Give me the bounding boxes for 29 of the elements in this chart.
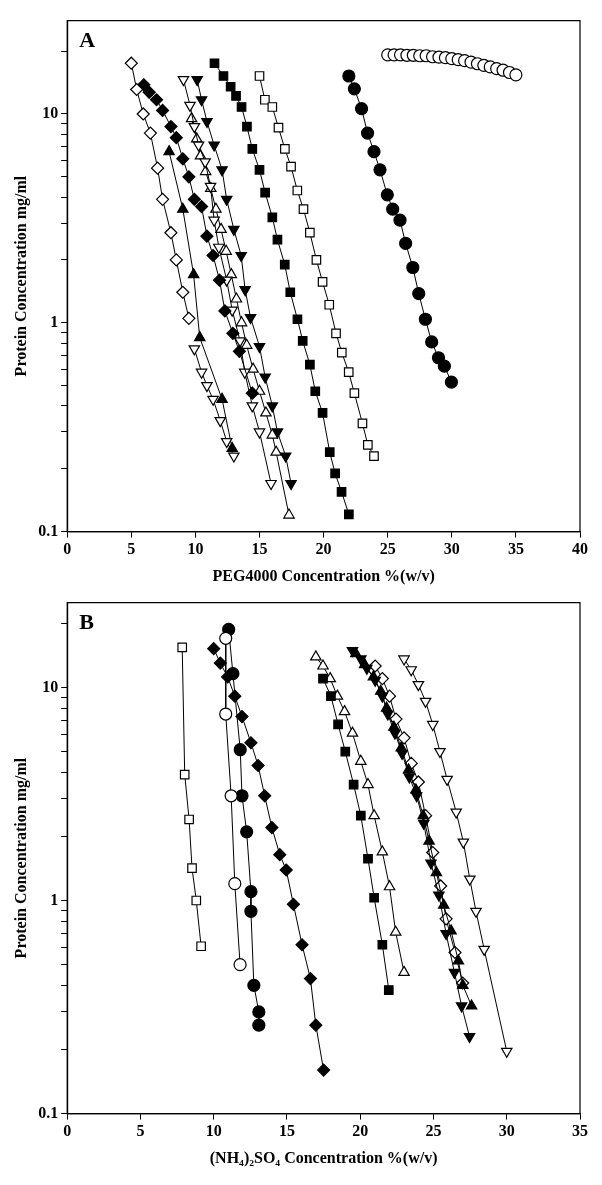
x-tick-label: 5 <box>136 1122 145 1140</box>
x-tick-label: 25 <box>379 540 396 558</box>
x-tick-label: 15 <box>251 540 268 558</box>
y-tick-label: 10 <box>42 677 59 695</box>
x-tick-label: 0 <box>63 540 72 558</box>
y-axis-title: Protein Concentration mg/ml <box>11 175 30 377</box>
y-tick-label: 10 <box>42 104 59 122</box>
annotation: A <box>79 27 96 53</box>
x-tick-label: 35 <box>507 540 524 558</box>
annotation: B <box>79 609 95 635</box>
y-axis-title: Protein Concentration mg/ml <box>11 757 30 959</box>
x-tick-label: 40 <box>572 540 588 558</box>
x-tick-label: 15 <box>278 1122 295 1140</box>
x-tick-label: 35 <box>572 1122 588 1140</box>
y-tick-label: 0.1 <box>38 1103 59 1121</box>
x-tick-label: 5 <box>127 540 136 558</box>
x-axis-title: (NH₄)₂SO₄ Concentration %(w/v) <box>209 1148 438 1167</box>
x-tick-label: 10 <box>187 540 204 558</box>
x-tick-label: 20 <box>352 1122 369 1140</box>
x-tick-label: 0 <box>63 1122 72 1140</box>
y-tick-label: 0.1 <box>38 521 59 539</box>
y-tick-label: 1 <box>50 312 59 330</box>
y-tick-label: 1 <box>50 890 59 908</box>
x-tick-label: 20 <box>315 540 332 558</box>
x-axis-title: PEG4000 Concentration %(w/v) <box>212 566 435 585</box>
x-tick-label: 30 <box>498 1122 515 1140</box>
x-tick-label: 30 <box>443 540 460 558</box>
x-tick-label: 25 <box>425 1122 442 1140</box>
x-tick-label: 10 <box>205 1122 222 1140</box>
